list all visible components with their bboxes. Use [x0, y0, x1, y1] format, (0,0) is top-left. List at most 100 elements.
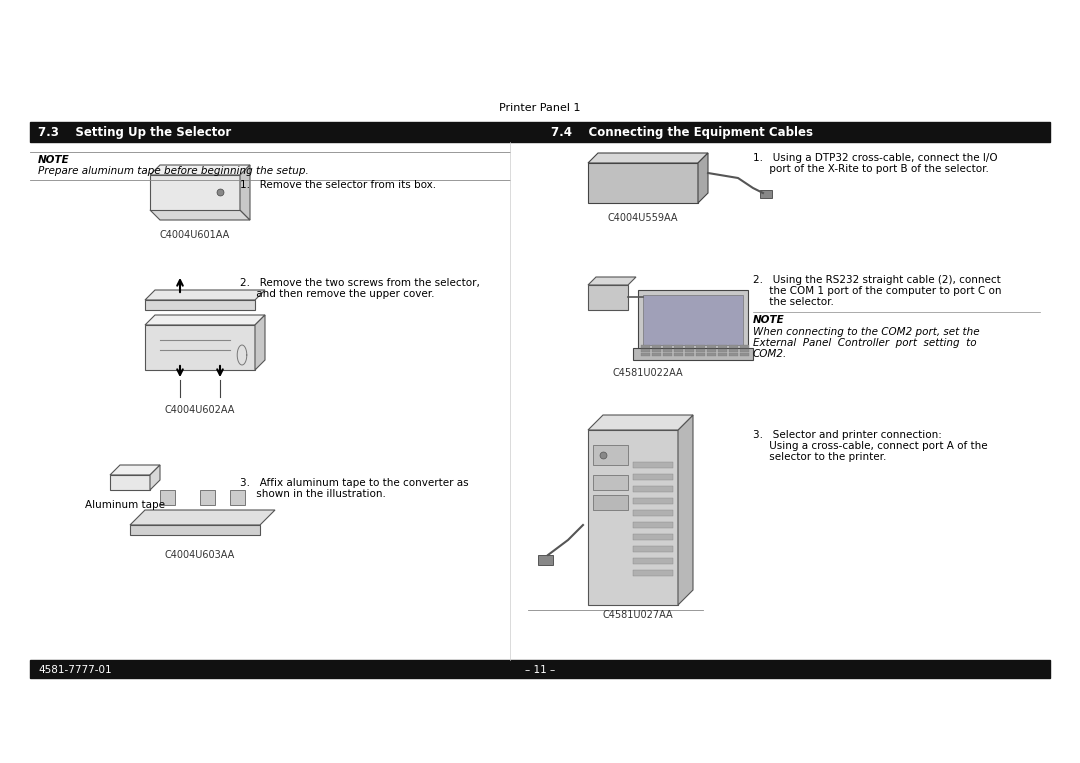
Bar: [593, 495, 627, 510]
Text: 3.   Selector and printer connection:: 3. Selector and printer connection:: [753, 430, 942, 440]
Text: External  Panel  Controller  port  setting  to: External Panel Controller port setting t…: [753, 338, 976, 348]
Bar: [663, 345, 672, 348]
Text: 1.   Using a DTP32 cross-cable, connect the I/O: 1. Using a DTP32 cross-cable, connect th…: [753, 153, 998, 163]
Bar: [30, 122, 1050, 142]
Bar: [652, 345, 661, 348]
Polygon shape: [240, 165, 249, 220]
Bar: [642, 345, 650, 348]
Text: C4581U027AA: C4581U027AA: [603, 610, 673, 620]
Text: NOTE: NOTE: [753, 315, 785, 325]
Text: Aluminum tape: Aluminum tape: [85, 500, 165, 510]
Text: C4004U559AA: C4004U559AA: [608, 213, 678, 223]
Text: When connecting to the COM2 port, set the: When connecting to the COM2 port, set th…: [753, 327, 980, 337]
Bar: [30, 660, 1050, 678]
Bar: [674, 345, 683, 348]
Polygon shape: [698, 153, 708, 203]
Text: 7.3    Setting Up the Selector: 7.3 Setting Up the Selector: [38, 126, 231, 139]
Text: COM2.: COM2.: [753, 349, 787, 359]
Polygon shape: [588, 153, 708, 163]
Bar: [633, 546, 673, 552]
Polygon shape: [588, 285, 627, 310]
Text: the COM 1 port of the computer to port C on: the COM 1 port of the computer to port C…: [753, 286, 1001, 296]
Bar: [633, 462, 673, 468]
Text: Using a cross-cable, connect port A of the: Using a cross-cable, connect port A of t…: [753, 441, 987, 451]
Polygon shape: [588, 415, 693, 430]
Bar: [633, 570, 673, 576]
Text: C4004U603AA: C4004U603AA: [165, 550, 235, 560]
Polygon shape: [150, 210, 249, 220]
Text: 3.   Affix aluminum tape to the converter as: 3. Affix aluminum tape to the converter …: [240, 478, 469, 488]
Bar: [633, 558, 673, 564]
Text: 2.   Remove the two screws from the selector,: 2. Remove the two screws from the select…: [240, 278, 480, 288]
Polygon shape: [588, 163, 698, 203]
Bar: [685, 349, 694, 352]
Text: shown in the illustration.: shown in the illustration.: [240, 489, 386, 499]
Text: 1.   Remove the selector from its box.: 1. Remove the selector from its box.: [240, 180, 436, 190]
Bar: [707, 353, 716, 356]
Bar: [593, 475, 627, 490]
Bar: [696, 345, 705, 348]
Polygon shape: [200, 490, 215, 505]
Bar: [674, 349, 683, 352]
Bar: [652, 353, 661, 356]
Bar: [685, 353, 694, 356]
Polygon shape: [145, 300, 255, 310]
Text: – 11 –: – 11 –: [525, 665, 555, 675]
Polygon shape: [230, 490, 245, 505]
Bar: [638, 290, 748, 350]
Polygon shape: [150, 175, 240, 210]
Bar: [593, 445, 627, 465]
Polygon shape: [255, 315, 265, 370]
Bar: [685, 345, 694, 348]
Polygon shape: [145, 290, 265, 300]
Text: selector to the printer.: selector to the printer.: [753, 452, 887, 462]
Polygon shape: [130, 525, 260, 535]
Bar: [663, 353, 672, 356]
Bar: [696, 349, 705, 352]
Bar: [633, 486, 673, 492]
Bar: [538, 555, 553, 565]
Bar: [729, 353, 738, 356]
Text: the selector.: the selector.: [753, 297, 834, 307]
Bar: [696, 353, 705, 356]
Bar: [718, 353, 727, 356]
Polygon shape: [160, 490, 175, 505]
Text: Printer Panel 1: Printer Panel 1: [499, 103, 581, 113]
Text: Prepare aluminum tape before beginning the setup.: Prepare aluminum tape before beginning t…: [38, 166, 309, 176]
Bar: [633, 498, 673, 504]
Polygon shape: [110, 475, 150, 490]
Text: C4581U022AA: C4581U022AA: [612, 368, 684, 378]
Polygon shape: [145, 315, 265, 325]
Bar: [633, 534, 673, 540]
Text: C4004U602AA: C4004U602AA: [165, 405, 235, 415]
Bar: [633, 348, 753, 360]
Bar: [633, 474, 673, 480]
Bar: [652, 349, 661, 352]
Bar: [663, 349, 672, 352]
Bar: [740, 353, 750, 356]
Text: 7.4    Connecting the Equipment Cables: 7.4 Connecting the Equipment Cables: [551, 126, 813, 139]
Bar: [718, 349, 727, 352]
Bar: [729, 345, 738, 348]
Bar: [642, 353, 650, 356]
Bar: [642, 349, 650, 352]
Bar: [633, 522, 673, 528]
Bar: [740, 345, 750, 348]
Bar: [643, 295, 743, 345]
Polygon shape: [588, 277, 636, 285]
Polygon shape: [678, 415, 693, 605]
Bar: [718, 345, 727, 348]
Text: 2.   Using the RS232 straight cable (2), connect: 2. Using the RS232 straight cable (2), c…: [753, 275, 1001, 285]
Text: NOTE: NOTE: [38, 155, 70, 165]
Bar: [674, 353, 683, 356]
Text: C4004U601AA: C4004U601AA: [160, 230, 230, 240]
Bar: [760, 190, 772, 198]
Polygon shape: [110, 465, 160, 475]
Bar: [707, 345, 716, 348]
Polygon shape: [145, 325, 255, 370]
Bar: [633, 510, 673, 516]
Polygon shape: [130, 510, 275, 525]
Text: port of the X-Rite to port B of the selector.: port of the X-Rite to port B of the sele…: [753, 164, 989, 174]
Text: 4581-7777-01: 4581-7777-01: [38, 665, 111, 675]
Polygon shape: [150, 165, 249, 175]
